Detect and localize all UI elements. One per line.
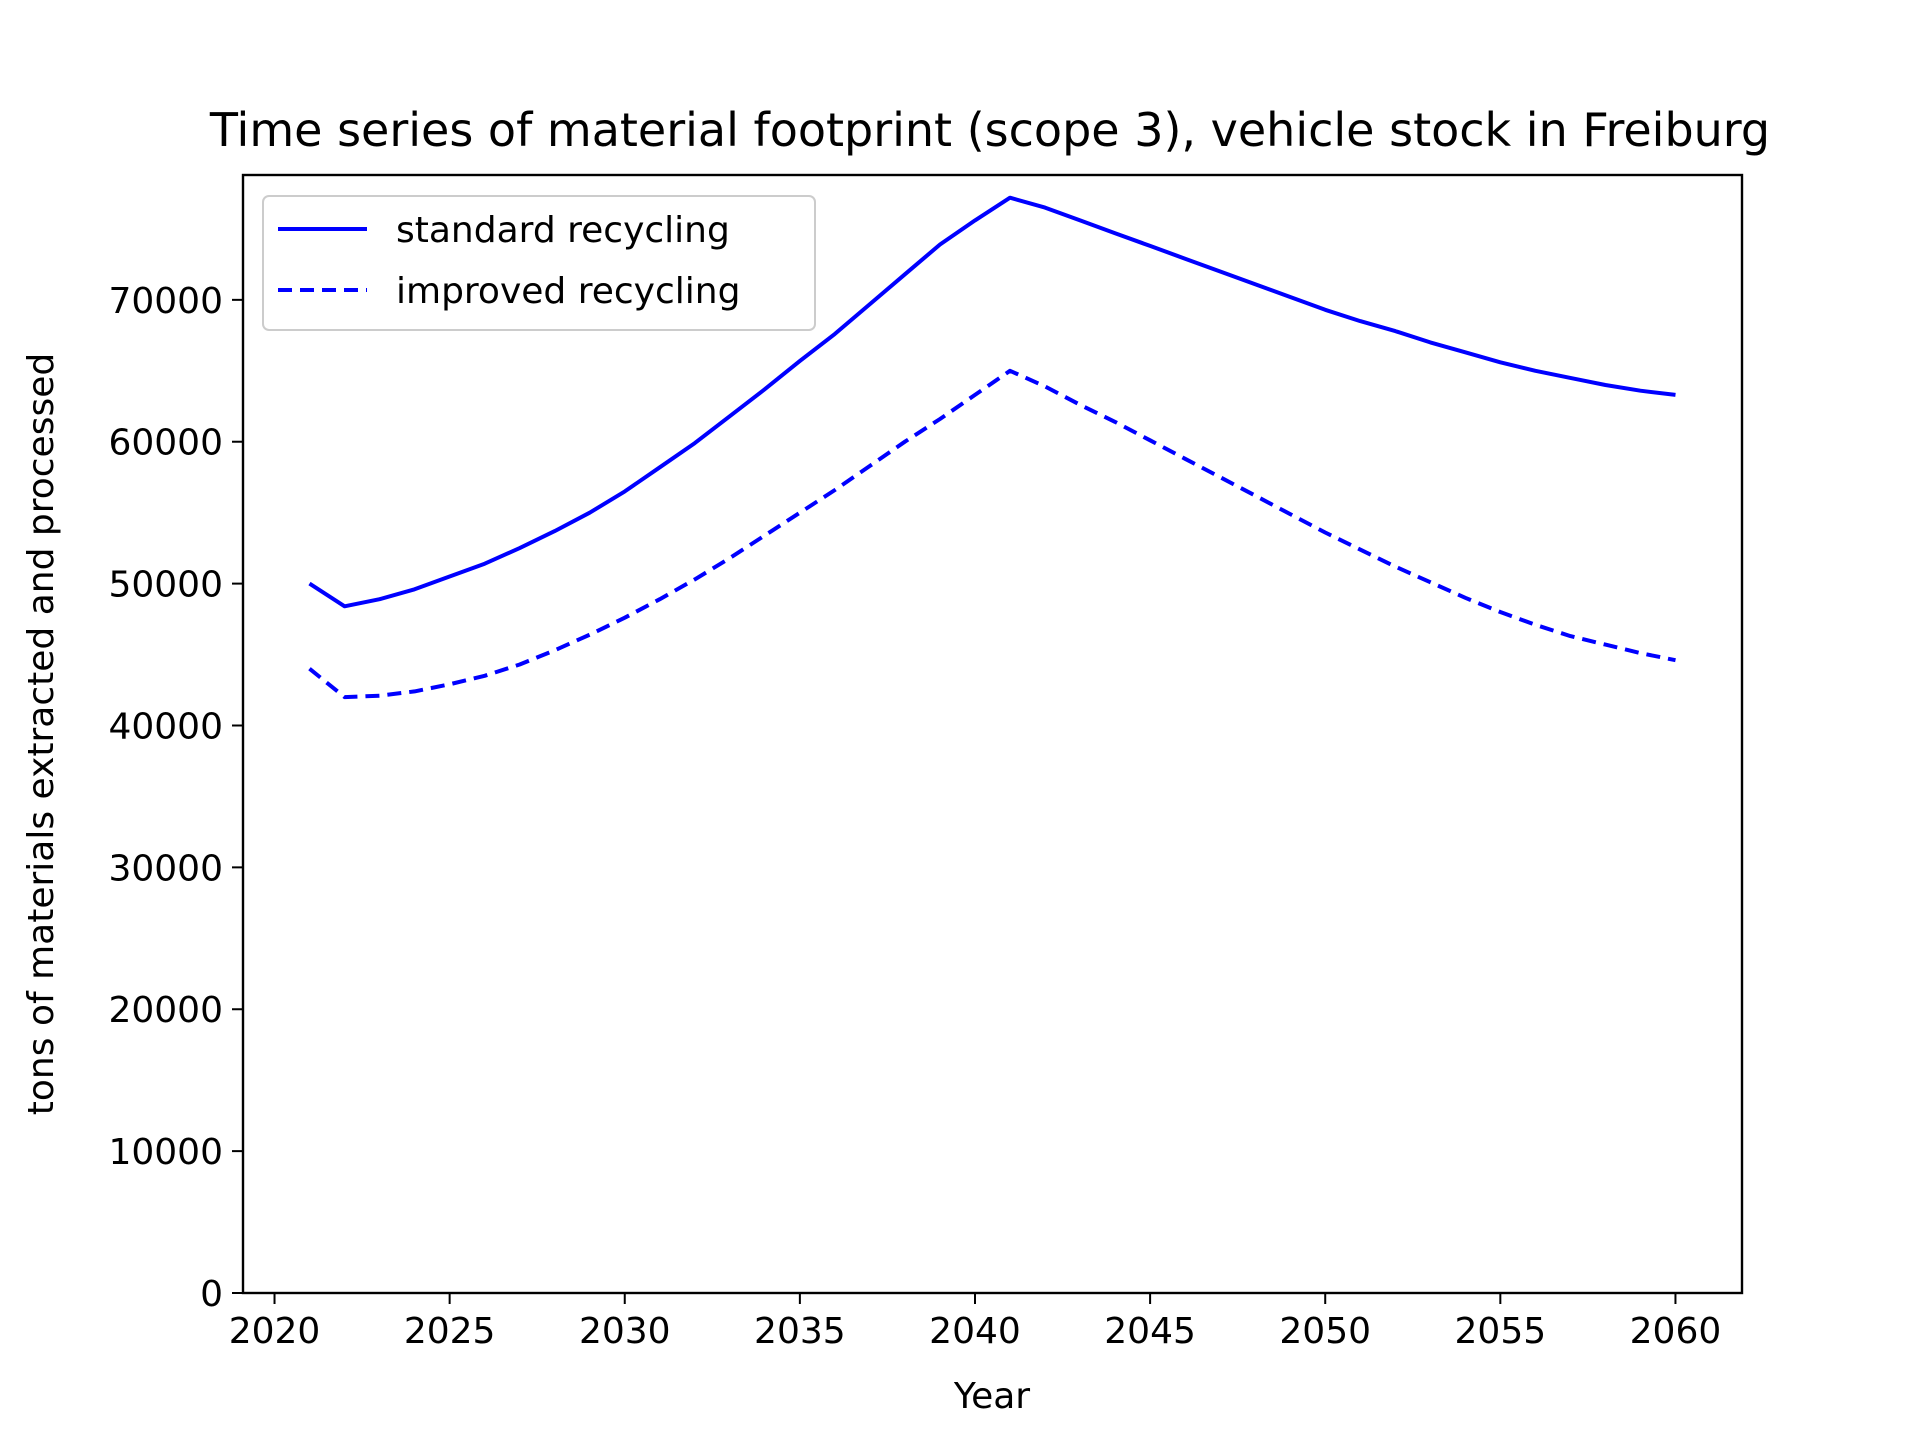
- y-axis-label: tons of materials extracted and processe…: [21, 353, 62, 1115]
- legend-box: [262, 195, 816, 331]
- x-tick-label: 2055: [1455, 1311, 1547, 1352]
- y-tick-label: 40000: [108, 706, 223, 747]
- x-tick-label: 2060: [1630, 1311, 1722, 1352]
- y-tick-label: 20000: [108, 990, 223, 1031]
- x-tick-label: 2045: [1104, 1311, 1196, 1352]
- plot-frame: [241, 173, 1744, 1295]
- y-tick-label: 60000: [108, 423, 223, 464]
- y-axis-ticks: 0 10000 20000 30000 40000 50000 60000 70000: [108, 281, 243, 1315]
- y-tick-label: 30000: [108, 848, 223, 889]
- y-tick-label: 0: [200, 1274, 223, 1315]
- chart-title: Time series of material footprint (scope…: [209, 103, 1770, 157]
- x-tick-label: 2040: [929, 1311, 1021, 1352]
- x-tick-label: 2035: [754, 1311, 846, 1352]
- legend-label-standard-recycling: standard recycling: [396, 210, 730, 251]
- legend-label-improved-recycling: improved recycling: [396, 271, 740, 312]
- x-tick-label: 2050: [1279, 1311, 1371, 1352]
- x-axis-label: Year: [953, 1376, 1030, 1417]
- x-tick-label: 2025: [404, 1311, 496, 1352]
- y-tick-label: 10000: [108, 1132, 223, 1173]
- x-axis-ticks: 2020 2025 2030 2035 2040 2045 2050 2055 2060: [229, 1293, 1722, 1352]
- legend: standard recycling improved recycling: [262, 195, 816, 331]
- x-tick-label: 2030: [579, 1311, 671, 1352]
- series-line-improved-recycling: [308, 368, 1676, 700]
- x-tick-label: 2020: [229, 1311, 321, 1352]
- y-tick-label: 50000: [108, 565, 223, 606]
- series-line-standard-recycling: [308, 195, 1676, 609]
- plot-area: [308, 195, 1676, 700]
- y-tick-label: 70000: [108, 281, 223, 322]
